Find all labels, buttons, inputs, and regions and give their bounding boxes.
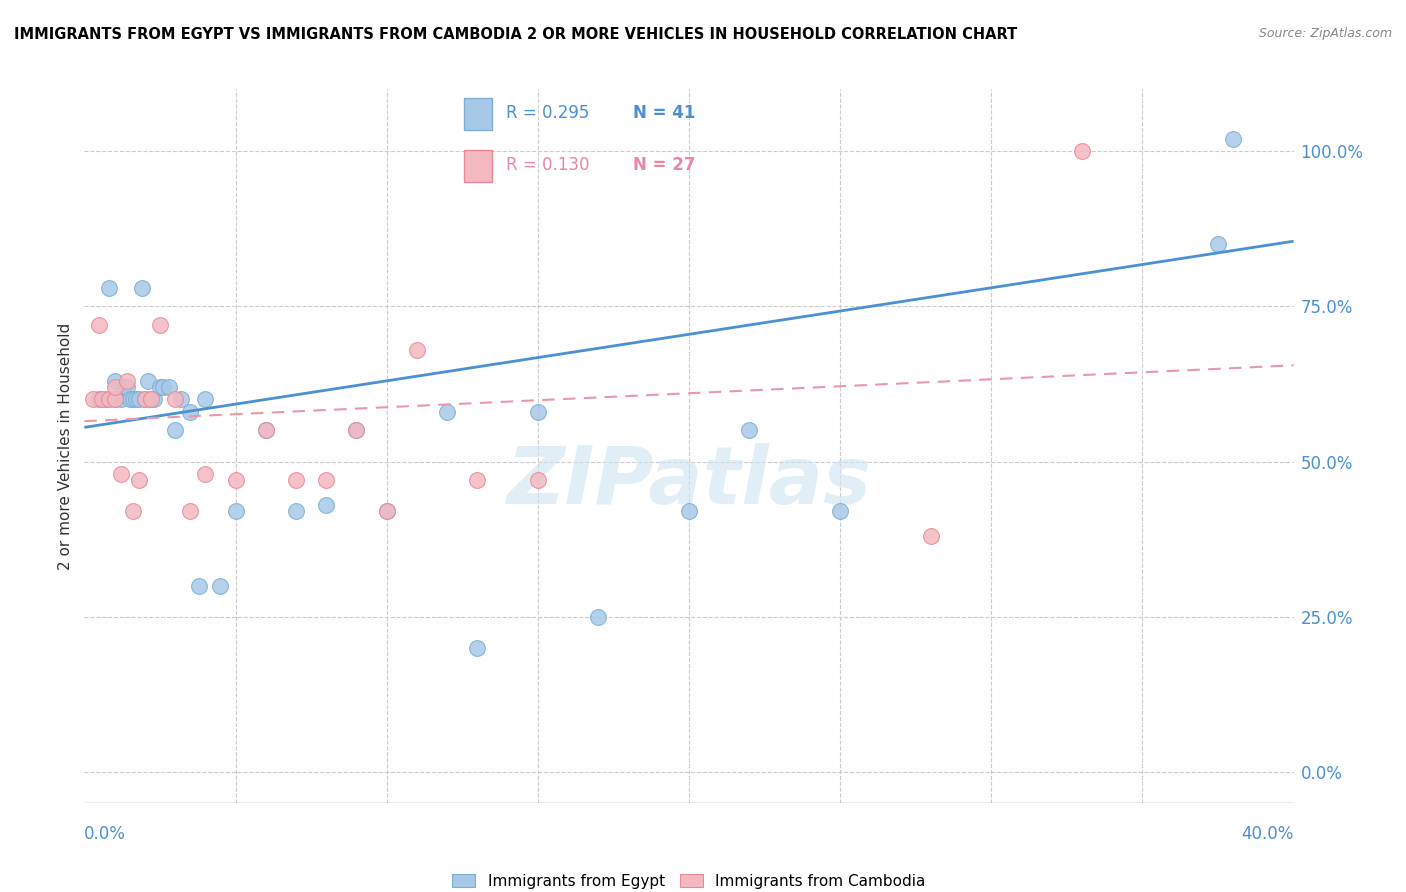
Point: [165, 424, 187, 438]
Text: 40.0%: 40.0%: [1241, 825, 1294, 843]
Point: [128, 473, 150, 487]
Point: [188, 579, 211, 593]
Point: [527, 473, 550, 487]
Point: [110, 392, 132, 407]
Text: ZIPatlas: ZIPatlas: [506, 442, 872, 521]
Point: [115, 374, 138, 388]
Point: [104, 380, 127, 394]
Point: [225, 473, 247, 487]
Point: [134, 392, 156, 407]
Point: [94, 392, 117, 407]
Point: [91, 392, 114, 407]
Point: [285, 504, 308, 518]
Point: [179, 504, 201, 518]
Point: [406, 343, 429, 357]
Point: [152, 380, 174, 394]
Point: [830, 504, 852, 518]
Point: [104, 392, 127, 407]
Point: [165, 392, 187, 407]
Point: [254, 424, 277, 438]
Point: [1206, 237, 1229, 252]
Point: [112, 380, 135, 394]
Point: [131, 281, 153, 295]
Point: [89, 318, 111, 332]
Point: [134, 392, 156, 407]
Point: [118, 392, 141, 407]
FancyBboxPatch shape: [464, 150, 492, 182]
Point: [125, 392, 148, 407]
Point: [136, 374, 159, 388]
Point: [121, 392, 143, 407]
Point: [346, 424, 368, 438]
Point: [115, 380, 138, 394]
Point: [738, 424, 761, 438]
Point: [110, 467, 132, 481]
Point: [678, 504, 700, 518]
Point: [104, 392, 127, 407]
Text: 0.0%: 0.0%: [84, 825, 127, 843]
Point: [157, 380, 180, 394]
Point: [285, 473, 308, 487]
Point: [375, 504, 398, 518]
Point: [170, 392, 193, 407]
Point: [104, 374, 127, 388]
Point: [467, 473, 489, 487]
Point: [920, 529, 942, 543]
Text: R = 0.295: R = 0.295: [506, 103, 589, 121]
Text: N = 27: N = 27: [633, 156, 695, 174]
Text: IMMIGRANTS FROM EGYPT VS IMMIGRANTS FROM CAMBODIA 2 OR MORE VEHICLES IN HOUSEHOL: IMMIGRANTS FROM EGYPT VS IMMIGRANTS FROM…: [14, 27, 1018, 42]
Point: [142, 392, 165, 407]
Point: [97, 392, 120, 407]
Point: [194, 392, 217, 407]
Point: [82, 392, 104, 407]
FancyBboxPatch shape: [464, 98, 492, 130]
Point: [588, 609, 610, 624]
Point: [89, 392, 111, 407]
Point: [149, 380, 172, 394]
Point: [375, 504, 398, 518]
Y-axis label: 2 or more Vehicles in Household: 2 or more Vehicles in Household: [58, 322, 73, 570]
Point: [194, 467, 217, 481]
Point: [1222, 132, 1244, 146]
Legend: Immigrants from Egypt, Immigrants from Cambodia: Immigrants from Egypt, Immigrants from C…: [446, 868, 932, 892]
Point: [179, 405, 201, 419]
Point: [139, 392, 162, 407]
Point: [254, 424, 277, 438]
Point: [139, 392, 162, 407]
Point: [315, 498, 337, 512]
Point: [225, 504, 247, 518]
Point: [346, 424, 368, 438]
Point: [149, 318, 172, 332]
Point: [436, 405, 458, 419]
Point: [1071, 145, 1094, 159]
Point: [97, 281, 120, 295]
Point: [121, 504, 143, 518]
Text: R = 0.130: R = 0.130: [506, 156, 589, 174]
Text: N = 41: N = 41: [633, 103, 695, 121]
Point: [467, 640, 489, 655]
Text: Source: ZipAtlas.com: Source: ZipAtlas.com: [1258, 27, 1392, 40]
Point: [128, 392, 150, 407]
Point: [315, 473, 337, 487]
Point: [209, 579, 232, 593]
Point: [527, 405, 550, 419]
